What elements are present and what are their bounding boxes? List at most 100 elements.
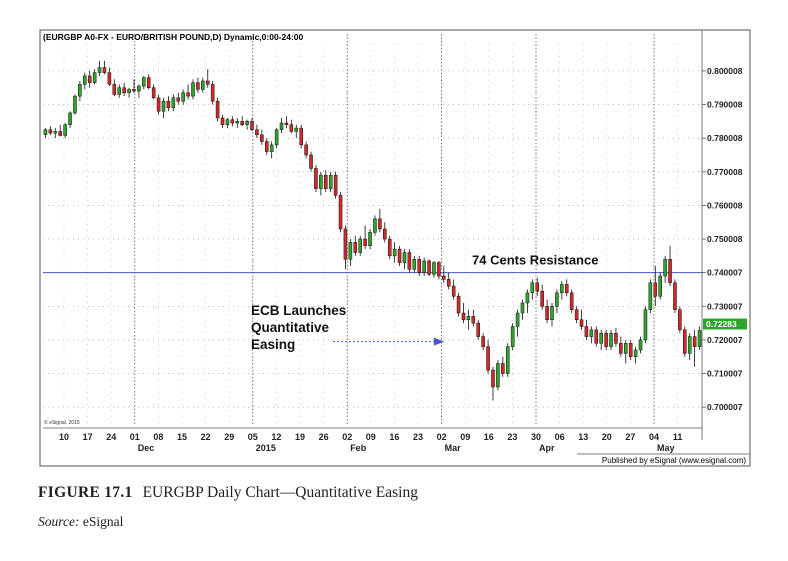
candle [432, 260, 436, 278]
candle-body-up [225, 119, 230, 125]
x-tick-label: 16 [484, 432, 494, 442]
candle [535, 277, 540, 297]
candle-body-down [673, 282, 677, 310]
candle [122, 82, 126, 97]
candle-body-down [107, 72, 112, 85]
candle-body-down [215, 100, 220, 119]
candle-body-down [407, 252, 412, 270]
candle [78, 80, 82, 102]
candle [530, 279, 535, 300]
candle-body-down [437, 262, 441, 277]
candle [240, 116, 244, 127]
candle-body-down [132, 89, 136, 92]
candle-body-up [555, 292, 559, 307]
candle [274, 128, 279, 149]
x-tick-label: 20 [602, 432, 612, 442]
candle-body-up [274, 129, 279, 146]
candle-body-down [442, 275, 446, 280]
candle [609, 329, 613, 351]
candle [117, 84, 122, 98]
candle-body-up [348, 242, 353, 260]
y-tick-label: 0.750008 [707, 234, 743, 244]
candle [673, 279, 677, 314]
candle [623, 339, 628, 364]
price-flag [703, 318, 747, 330]
candle [579, 309, 584, 330]
candle-body-up [142, 77, 146, 87]
candle-body-up [658, 275, 662, 297]
candle-body-down [491, 369, 495, 388]
figure-source: Source: eSignal [38, 514, 123, 530]
candle-body-down [260, 134, 264, 142]
y-tick-label: 0.800008 [707, 66, 743, 76]
candle-body-up [633, 349, 638, 357]
candle [614, 328, 618, 347]
candle [574, 306, 579, 324]
x-tick-label: 10 [59, 432, 69, 442]
source-label: Source: [38, 514, 80, 529]
candle [314, 165, 318, 192]
chart-title: (EURGBP A0-FX - EURO/BRITISH POUND,D) Dy… [43, 32, 304, 42]
candle-body-up [530, 282, 535, 294]
candle-body-down [338, 195, 343, 230]
x-tick-label: 08 [153, 432, 163, 442]
candle-body-up [510, 326, 515, 347]
candle-body-up [43, 129, 48, 136]
month-label: Apr [539, 443, 555, 453]
figure-label: FIGURE 17.1 [38, 484, 133, 501]
candle-body-down [387, 238, 392, 257]
candle [594, 326, 599, 347]
candle [368, 228, 372, 250]
candle-body-down [619, 343, 623, 354]
candle-body-up [560, 284, 564, 294]
candle [461, 302, 466, 324]
candle-body-up [78, 84, 82, 97]
annotation-text: Quantitative [251, 320, 330, 335]
x-tick-label: 22 [201, 432, 211, 442]
candle-body-down [456, 295, 461, 314]
candle-body-down [427, 260, 431, 275]
annotation-arrowhead [434, 337, 444, 346]
candle [260, 129, 264, 145]
candle [48, 126, 53, 135]
candle [269, 141, 274, 159]
candle-body-down [196, 82, 200, 90]
x-tick-label: 17 [83, 432, 93, 442]
candle-body-down [58, 131, 62, 136]
candle-body-up [68, 112, 72, 125]
candle-body-down [574, 309, 579, 321]
candle-body-down [151, 87, 156, 99]
candle [43, 128, 48, 139]
candle-body-down [48, 129, 53, 134]
y-tick-label: 0.730007 [707, 301, 743, 311]
candle [633, 346, 638, 364]
candle [107, 67, 112, 87]
resistance-label: 74 Cents Resistance [472, 253, 598, 268]
candle [196, 77, 200, 93]
candle [166, 96, 171, 112]
candle-body-down [594, 329, 599, 344]
candle [127, 87, 131, 98]
candle-body-down [343, 228, 348, 260]
candle-body-down [564, 284, 569, 294]
candle-body-up [63, 124, 67, 136]
candle [402, 249, 407, 270]
candle-body-down [284, 122, 289, 125]
candle-body-down [289, 124, 294, 132]
candle-body-down [176, 97, 181, 102]
candle-body-up [402, 252, 407, 263]
candle [668, 245, 672, 287]
x-tick-label: 15 [177, 432, 187, 442]
candle [687, 333, 692, 361]
candle [683, 326, 687, 357]
candlestick-series [43, 60, 702, 401]
candle-body-down [535, 282, 540, 292]
candle [486, 339, 490, 374]
candle-body-up [245, 121, 249, 125]
candle-body-down [501, 363, 505, 374]
candle-body-up [550, 306, 554, 321]
candle [515, 309, 520, 337]
candle [73, 94, 77, 115]
candle-body-up [496, 363, 500, 388]
x-tick-label: 09 [366, 432, 376, 442]
